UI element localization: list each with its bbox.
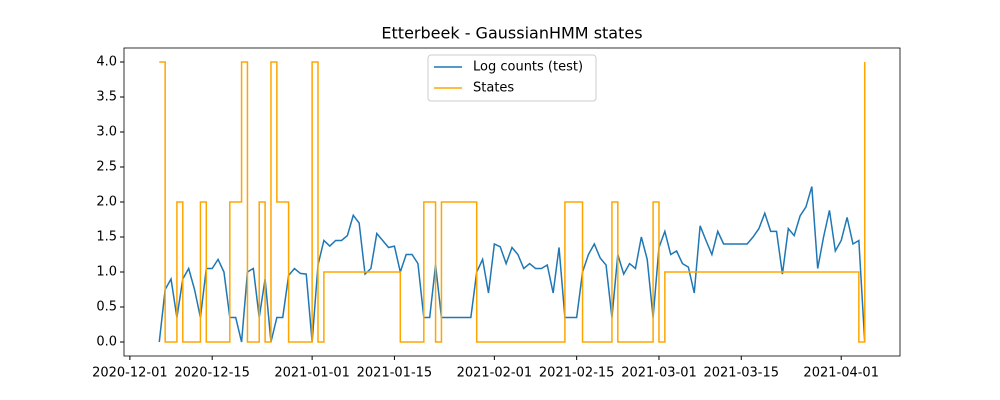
x-tick-label: 2021-04-01: [803, 366, 879, 381]
plot-frame: [123, 47, 901, 357]
y-tick-label: 2.5: [96, 160, 117, 175]
x-tick-label: 2021-03-15: [703, 366, 779, 381]
y-tick-label: 4.0: [96, 55, 117, 70]
x-tick-label: 2021-02-15: [539, 366, 615, 381]
y-tick-label: 1.0: [96, 265, 117, 280]
chart-title: Etterbeek - GaussianHMM states: [381, 24, 642, 43]
y-tick-label: 1.5: [96, 230, 117, 245]
x-tick-label: 2021-01-15: [357, 366, 433, 381]
legend-label: Log counts (test): [473, 60, 583, 75]
legend-label: States: [473, 81, 514, 96]
x-tick-label: 2020-12-15: [174, 366, 250, 381]
y-tick-label: 0.5: [96, 300, 117, 315]
x-tick-label: 2021-02-01: [457, 366, 533, 381]
x-tick-label: 2020-12-01: [92, 366, 168, 381]
x-tick-label: 2021-01-01: [274, 366, 350, 381]
y-tick-label: 3.0: [96, 125, 117, 140]
x-tick-label: 2021-03-01: [621, 366, 697, 381]
series-line: [158, 186, 866, 343]
y-tick-label: 3.5: [96, 90, 117, 105]
series-line: [159, 61, 866, 343]
y-tick-label: 2.0: [96, 195, 117, 210]
legend-box: [427, 54, 597, 102]
y-tick-label: 0.0: [96, 335, 117, 350]
